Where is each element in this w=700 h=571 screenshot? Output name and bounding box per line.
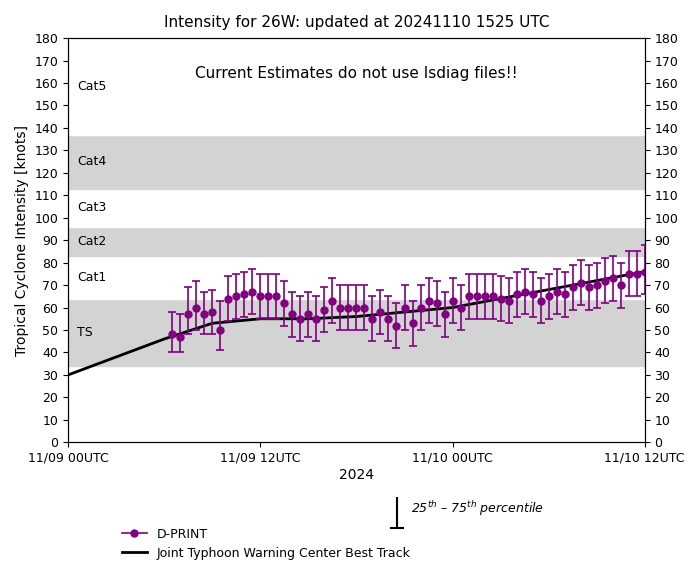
Text: 25$^{th}$ – 75$^{th}$ percentile: 25$^{th}$ – 75$^{th}$ percentile	[411, 499, 544, 518]
Legend: D-PRINT, Joint Typhoon Warning Center Best Track: D-PRINT, Joint Typhoon Warning Center Be…	[117, 522, 415, 565]
Text: Cat1: Cat1	[77, 271, 106, 284]
Y-axis label: Tropical Cyclone Intensity [knots]: Tropical Cyclone Intensity [knots]	[15, 124, 29, 356]
Text: Cat4: Cat4	[77, 155, 106, 168]
Text: Cat3: Cat3	[77, 201, 106, 214]
Bar	[68, 299, 645, 366]
Text: Cat5: Cat5	[77, 80, 106, 93]
X-axis label: 2024: 2024	[339, 468, 374, 482]
Text: TS: TS	[77, 325, 92, 339]
Text: Cat2: Cat2	[77, 235, 106, 248]
Text: Current Estimates do not use Isdiag files!!: Current Estimates do not use Isdiag file…	[195, 66, 518, 82]
Title: Intensity for 26W: updated at 20241110 1525 UTC: Intensity for 26W: updated at 20241110 1…	[164, 15, 550, 30]
Bar	[68, 38, 645, 135]
Bar	[68, 188, 645, 227]
Bar	[68, 135, 645, 188]
Bar	[68, 227, 645, 256]
Bar	[68, 256, 645, 299]
